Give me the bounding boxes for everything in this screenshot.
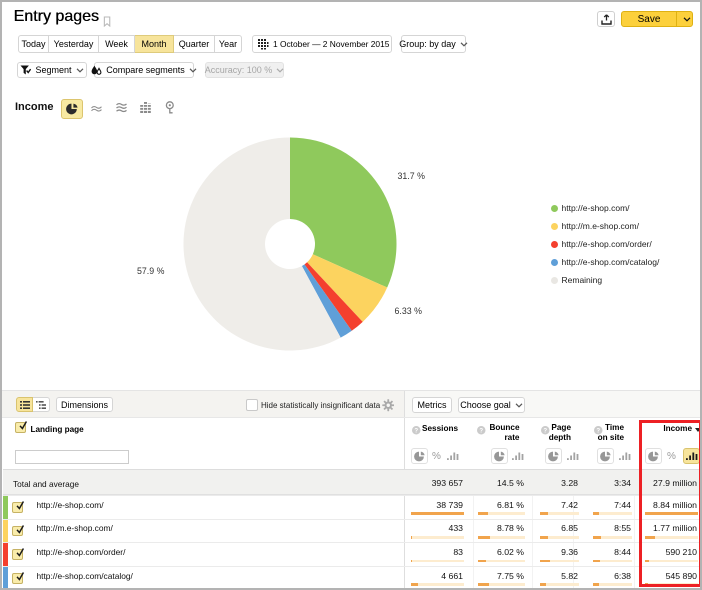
- svg-text:?: ?: [414, 427, 418, 434]
- svg-text:?: ?: [479, 427, 483, 434]
- svg-text:?: ?: [543, 427, 547, 434]
- svg-text:?: ?: [596, 427, 600, 434]
